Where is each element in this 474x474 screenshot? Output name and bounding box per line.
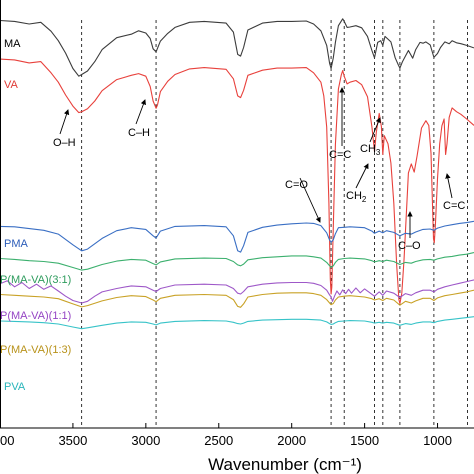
plot-frame	[0, 0, 474, 429]
series-line-pma	[0, 220, 474, 253]
peak-annotations: O–H C–H C=O C=C CH3 CH2 C–O C=C	[53, 87, 465, 252]
x-tick-label: 3500	[58, 433, 87, 448]
series-line-va	[0, 58, 474, 305]
annotation-arrow	[299, 177, 321, 223]
annotation-arrow	[135, 99, 146, 125]
series-line-p-ma-va-3-1-	[0, 251, 474, 271]
series-label: PVA	[4, 381, 26, 393]
series-line-p-ma-va-1-1-	[0, 279, 474, 304]
x-tick-label: 2500	[204, 433, 233, 448]
annotation-arrow	[445, 173, 453, 199]
annotation-label: C–O	[398, 240, 421, 252]
series-label: P(MA-VA)(1:1)	[0, 310, 71, 322]
x-tick-label: 1000	[423, 433, 452, 448]
series-line-p-ma-va-1-3-	[0, 289, 474, 308]
annotation-arrow	[369, 117, 381, 143]
x-axis-title: Wavenumber (cm⁻¹)	[208, 455, 362, 474]
annotation-label: C=C	[443, 200, 465, 212]
x-tick-label: 3000	[131, 433, 160, 448]
series-line-pva	[0, 316, 474, 330]
x-tick-label: 1500	[350, 433, 379, 448]
annotation-label: O–H	[53, 137, 76, 149]
series-label: P(MA-VA)(1:3)	[0, 344, 71, 356]
series-labels: MA VA PMA P(MA-VA)(3:1) P(MA-VA)(1:1) P(MA-VA…	[0, 38, 71, 393]
series-label: VA	[4, 79, 19, 91]
annotation-arrow	[355, 163, 369, 189]
annotation-label: C=C	[329, 149, 351, 161]
x-axis: 00 3500 3000 2500 2000 1500 1000	[0, 423, 452, 448]
annotation-label: CH2	[346, 190, 367, 204]
annotation-arrow	[59, 109, 70, 135]
series-label: PMA	[4, 238, 29, 250]
x-tick-label: 00	[0, 433, 14, 448]
series-lines	[0, 18, 474, 330]
annotation-label: CH3	[360, 143, 381, 157]
series-line-ma	[0, 18, 474, 77]
annotation-label: C–H	[128, 127, 150, 139]
x-tick-label: 2000	[277, 433, 306, 448]
annotation-label: C=O	[285, 179, 308, 191]
series-label: P(MA-VA)(3:1)	[0, 274, 71, 286]
series-label: MA	[4, 38, 21, 50]
